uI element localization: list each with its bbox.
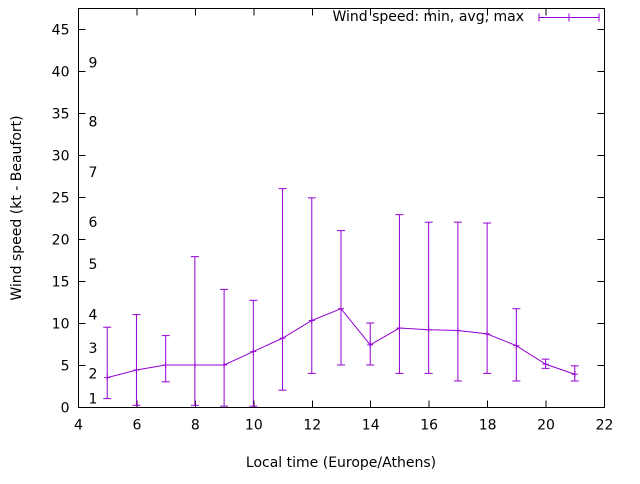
svg-text:5: 5 — [89, 257, 98, 273]
svg-text:2: 2 — [89, 366, 98, 382]
svg-text:4: 4 — [89, 308, 98, 324]
svg-text:8: 8 — [191, 418, 200, 434]
svg-text:20: 20 — [537, 418, 555, 434]
svg-text:3: 3 — [89, 341, 98, 357]
svg-text:16: 16 — [420, 418, 438, 434]
svg-text:25: 25 — [52, 191, 70, 207]
svg-text:10: 10 — [245, 418, 263, 434]
svg-text:22: 22 — [596, 418, 614, 434]
series-wind-speed — [103, 188, 579, 407]
legend: Wind speed: min, avg, max — [332, 9, 600, 25]
svg-text:6: 6 — [89, 215, 98, 231]
svg-text:4: 4 — [74, 418, 83, 434]
svg-text:30: 30 — [52, 149, 70, 165]
svg-text:20: 20 — [52, 233, 70, 249]
x-axis-label: Local time (Europe/Athens) — [245, 455, 437, 471]
svg-text:6: 6 — [132, 418, 141, 434]
svg-text:14: 14 — [362, 418, 380, 434]
svg-text:7: 7 — [89, 165, 98, 181]
beaufort-scale-labels: 1 2 3 4 5 6 7 8 9 — [89, 56, 98, 408]
svg-text:9: 9 — [89, 56, 98, 72]
legend-errorbar-sample-icon — [538, 13, 600, 21]
svg-text:5: 5 — [61, 359, 70, 375]
svg-text:12: 12 — [303, 418, 321, 434]
svg-text:35: 35 — [52, 107, 70, 123]
svg-text:15: 15 — [52, 275, 70, 291]
svg-text:45: 45 — [52, 23, 70, 39]
svg-text:0: 0 — [61, 401, 70, 417]
svg-text:8: 8 — [89, 114, 98, 130]
y-axis-label: Wind speed (kt - Beaufort) — [9, 115, 25, 301]
x-axis-ticks: 4 6 8 10 12 14 16 18 20 22 — [74, 8, 614, 434]
plot-border — [78, 8, 605, 408]
svg-text:18: 18 — [479, 418, 497, 434]
svg-text:1: 1 — [89, 392, 98, 408]
svg-text:10: 10 — [52, 317, 70, 333]
svg-text:40: 40 — [52, 65, 70, 81]
legend-label: Wind speed: min, avg, max — [332, 9, 524, 25]
